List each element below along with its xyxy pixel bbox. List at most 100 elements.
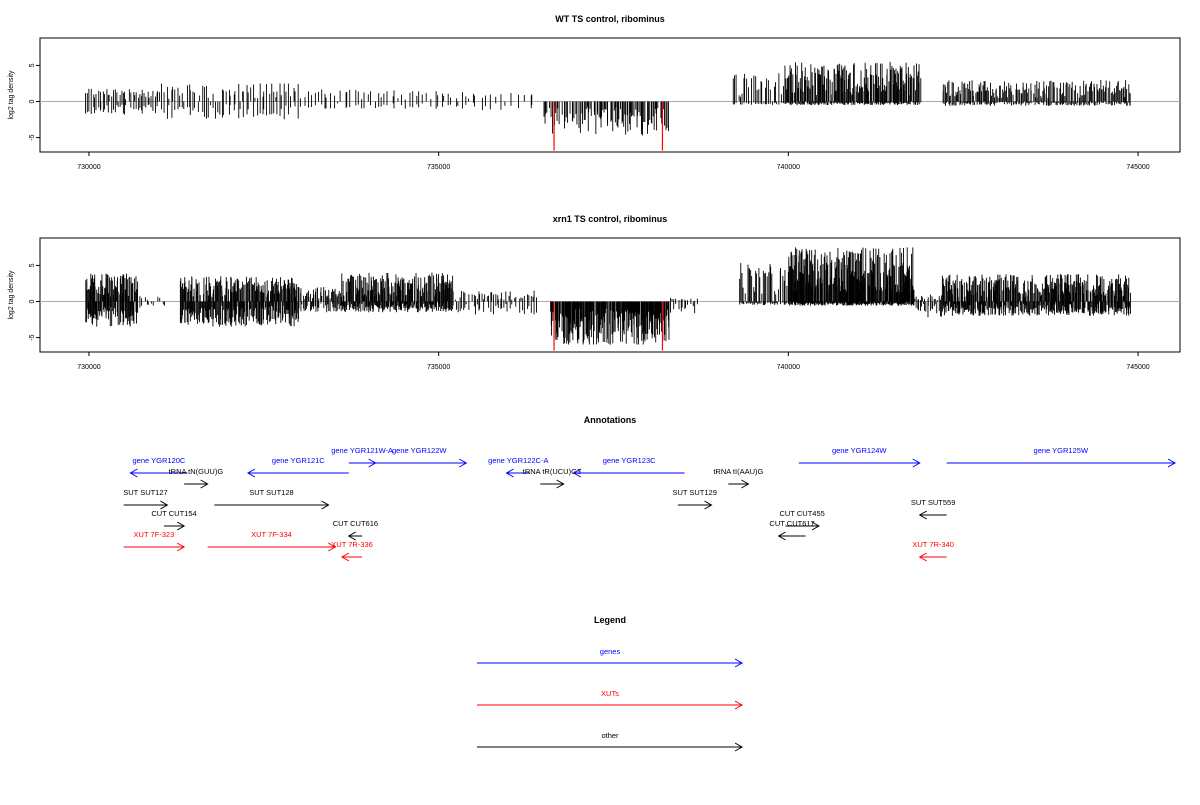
legend-entries: genes XUTs other bbox=[477, 647, 744, 752]
y-tick-label: 0 bbox=[29, 99, 36, 103]
feature-arrowhead bbox=[200, 479, 209, 489]
feature-arrowhead bbox=[340, 552, 350, 562]
x-tick-label: 740000 bbox=[777, 364, 800, 371]
feature-arrowhead bbox=[811, 521, 820, 531]
xrn1-panel-title: xrn1 TS control, ribominus bbox=[553, 214, 668, 224]
feature-label: XUT 7R-336 bbox=[331, 540, 373, 549]
feature-arrowhead bbox=[572, 468, 582, 478]
feature-sut-sut559: SUT SUT559 bbox=[911, 498, 955, 520]
feature-arrowhead bbox=[176, 521, 186, 531]
wt-bars bbox=[85, 61, 1131, 151]
feature-gene-ygr123c: gene YGR123C bbox=[572, 456, 685, 478]
feature-arrowhead bbox=[176, 542, 186, 552]
x-tick-label: 735000 bbox=[427, 364, 450, 371]
feature-sut-sut129: SUT SUT129 bbox=[672, 488, 717, 510]
legend-entry-genes: genes bbox=[477, 647, 744, 668]
feature-arrowhead bbox=[160, 500, 169, 510]
feature-label: gene YGR120C bbox=[133, 456, 186, 465]
feature-label: CUT CUT154 bbox=[151, 509, 196, 518]
feature-gene-ygr121c: gene YGR121C bbox=[246, 456, 349, 478]
x-tick-label: 740000 bbox=[777, 164, 800, 171]
feature-arrowhead bbox=[741, 479, 750, 489]
feature-arrowhead bbox=[912, 458, 921, 468]
feature-arrowhead bbox=[704, 500, 713, 510]
feature-label: gene YGR122C-A bbox=[488, 456, 548, 465]
feature-arrowhead bbox=[777, 531, 786, 541]
wt-axes: 730000 735000 740000 745000 -5 0 5 bbox=[29, 63, 1180, 171]
feature-cut-cut455: CUT CUT455 bbox=[780, 509, 825, 531]
feature-sut-sut128: SUT SUT128 bbox=[214, 488, 330, 510]
x-tick-label: 745000 bbox=[1126, 364, 1149, 371]
legend-title: Legend bbox=[594, 615, 626, 625]
feature-cut-cut617: CUT CUT617 bbox=[769, 519, 815, 541]
feature-arrowhead bbox=[505, 468, 514, 478]
feature-label: gene YGR123C bbox=[603, 456, 656, 465]
feature-label: gene YGR121W-A bbox=[331, 446, 393, 455]
feature-label: SUT SUT129 bbox=[672, 488, 716, 497]
feature-gene-ygr124w: gene YGR124W bbox=[798, 446, 921, 468]
legend-entry-other: other bbox=[477, 731, 744, 752]
feature-label: gene YGR121C bbox=[272, 456, 325, 465]
feature-xut-7f-334: XUT 7F-334 bbox=[207, 530, 337, 552]
feature-arrowhead bbox=[129, 468, 138, 478]
feature-arrowhead bbox=[1167, 458, 1177, 468]
annotation-features: gene YGR120C tRNA tN(GUU)G gene YGR121C gen… bbox=[123, 446, 1177, 562]
legend-entry-xuts: XUTs bbox=[477, 689, 744, 710]
y-tick-label: 5 bbox=[29, 263, 36, 267]
feature-arrowhead bbox=[918, 552, 927, 562]
x-tick-label: 735000 bbox=[427, 164, 450, 171]
feature-label: XUT 7R-340 bbox=[912, 540, 954, 549]
y-tick-label: 0 bbox=[29, 299, 36, 303]
feature-trna-ti-aau-g: tRNA tI(AAU)G bbox=[713, 467, 764, 489]
feature-label: gene YGR125W bbox=[1034, 446, 1089, 455]
feature-label: SUT SUT559 bbox=[911, 498, 955, 507]
feature-xut-7f-323: XUT 7F-323 bbox=[123, 530, 186, 552]
legend-arrowhead bbox=[734, 658, 744, 668]
legend-arrowhead bbox=[734, 700, 744, 710]
y-tick-label: -5 bbox=[29, 134, 36, 140]
feature-cut-cut616: CUT CUT616 bbox=[333, 519, 378, 541]
x-tick-label: 745000 bbox=[1126, 164, 1149, 171]
feature-xut-7r-340: XUT 7R-340 bbox=[912, 540, 954, 562]
x-tick-label: 730000 bbox=[77, 164, 100, 171]
annotations-title: Annotations bbox=[584, 415, 637, 425]
feature-gene-ygr125w: gene YGR125W bbox=[946, 446, 1177, 468]
wt-panel: WT TS control, ribominus log2 tag densit… bbox=[8, 14, 1181, 171]
wt-y-axis-label: log2 tag density bbox=[8, 70, 15, 120]
feature-trna-tr-ucu-g3: tRNA tR(UCU)G3 bbox=[523, 467, 581, 489]
y-tick-label: -5 bbox=[29, 334, 36, 340]
feature-trna-tn-guu-g: tRNA tN(GUU)G bbox=[169, 467, 224, 489]
feature-label: gene YGR124W bbox=[832, 446, 887, 455]
feature-label: tRNA tN(GUU)G bbox=[169, 467, 224, 476]
feature-gene-ygr120c: gene YGR120C bbox=[129, 456, 188, 478]
feature-arrowhead bbox=[321, 500, 330, 510]
x-tick-label: 730000 bbox=[77, 364, 100, 371]
xrn1-y-axis-label: log2 tag density bbox=[8, 270, 15, 320]
xrn1-panel: xrn1 TS control, ribominus log2 tag dens… bbox=[8, 214, 1181, 371]
feature-label: XUT 7F-323 bbox=[134, 530, 175, 539]
feature-gene-ygr121w-a: gene YGR121W-A bbox=[331, 446, 393, 468]
legend-label: other bbox=[601, 731, 619, 740]
feature-label: CUT CUT455 bbox=[780, 509, 825, 518]
xrn1-bars bbox=[85, 247, 1131, 351]
feature-xut-7r-336: XUT 7R-336 bbox=[331, 540, 373, 562]
feature-label: tRNA tR(UCU)G3 bbox=[523, 467, 581, 476]
feature-label: gene YGR122W bbox=[392, 446, 447, 455]
legend-label: XUTs bbox=[601, 689, 619, 698]
legend-label: genes bbox=[600, 647, 621, 656]
feature-arrowhead bbox=[328, 542, 337, 552]
legend-arrowhead bbox=[734, 742, 744, 752]
feature-label: SUT SUT128 bbox=[249, 488, 293, 497]
feature-arrowhead bbox=[347, 531, 356, 541]
xrn1-plot-frame bbox=[39, 237, 1181, 353]
feature-arrowhead bbox=[918, 510, 927, 520]
legend-panel: Legend genes XUTs other bbox=[477, 615, 744, 752]
feature-label: CUT CUT617 bbox=[769, 519, 814, 528]
feature-label: XUT 7F-334 bbox=[251, 530, 292, 539]
wt-panel-title: WT TS control, ribominus bbox=[555, 14, 665, 24]
feature-gene-ygr122c-a: gene YGR122C-A bbox=[488, 456, 548, 478]
feature-label: SUT SUT127 bbox=[123, 488, 167, 497]
